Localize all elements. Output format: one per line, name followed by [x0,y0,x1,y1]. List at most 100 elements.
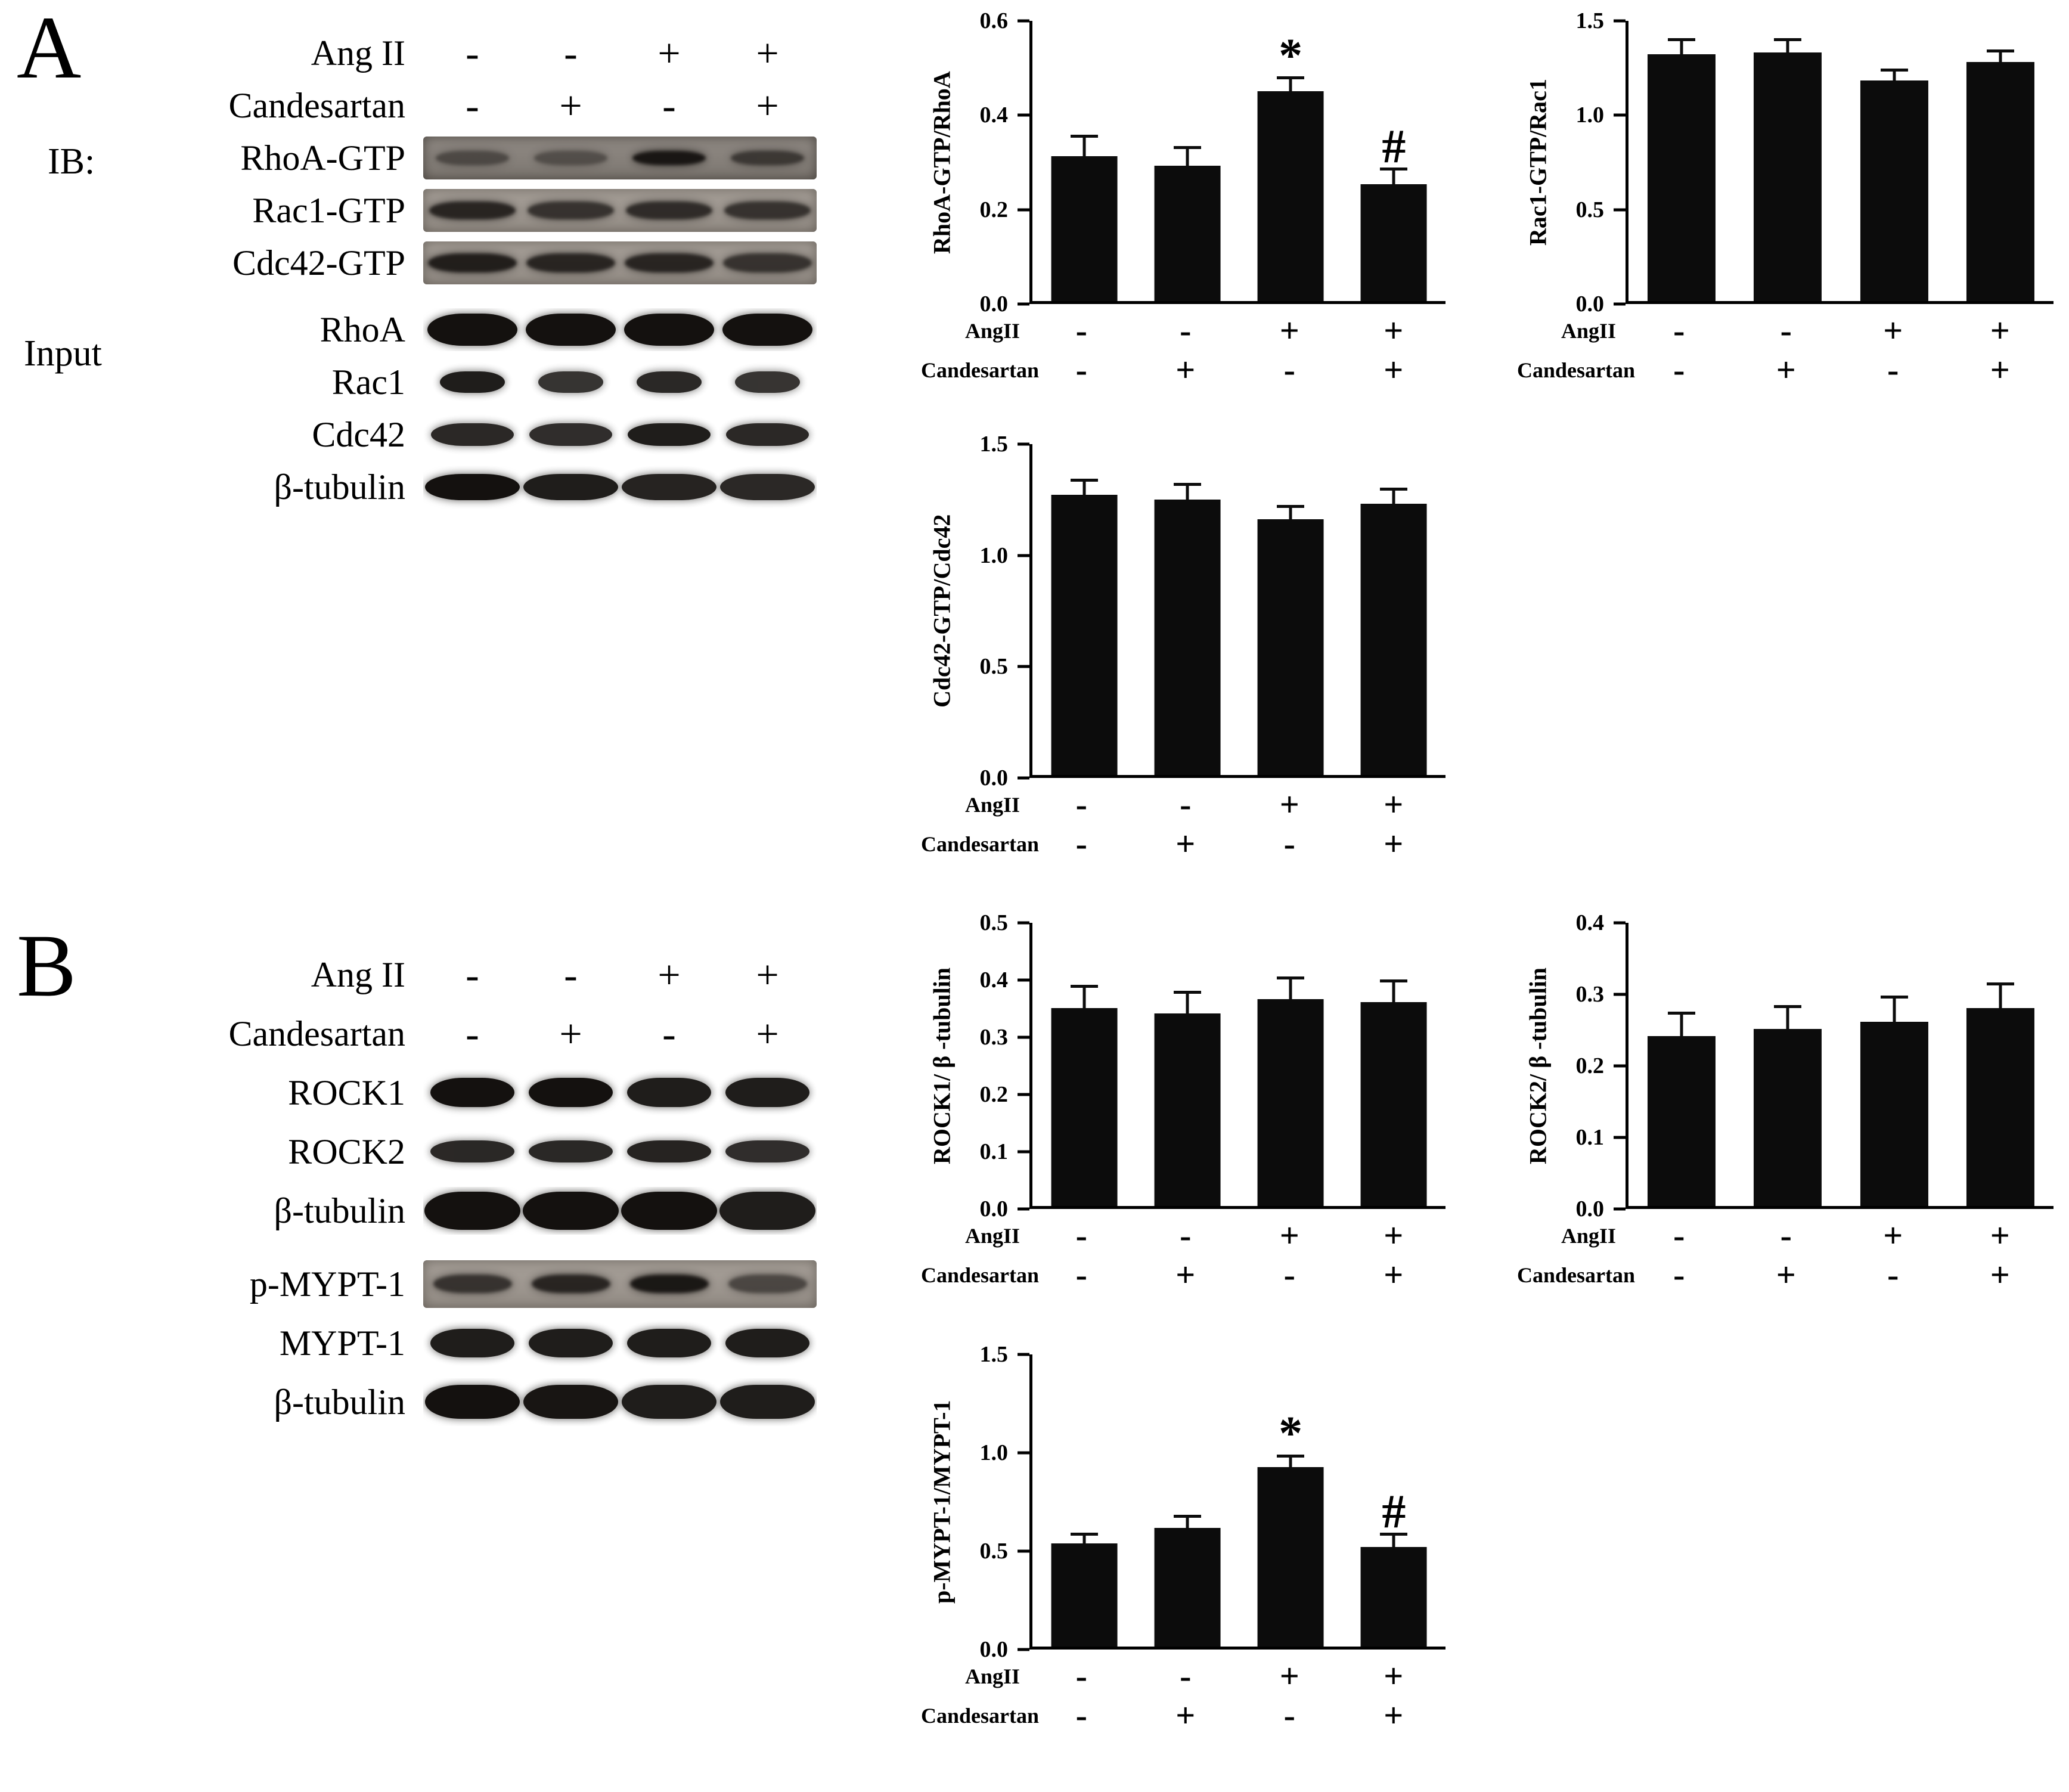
protein-band [430,1077,515,1108]
error-bar-whisker [1999,985,2002,1008]
y-tick-mark [1018,1353,1029,1356]
error-bar-whisker [1289,1458,1292,1468]
error-bar-cap [1380,1532,1408,1536]
protein-band [719,1191,816,1230]
protein-band [720,1384,815,1419]
error-bar-whisker [1786,41,1789,53]
bar-group [1136,923,1239,1206]
sign: - [1283,1255,1295,1294]
sign: - [1180,1657,1192,1695]
blot-lane [718,1260,817,1308]
sign: + [1883,1216,1903,1255]
error-bar-whisker [1082,1535,1086,1543]
bar-group [1735,21,1841,301]
sign: - [466,951,479,997]
y-tick-mark [1018,19,1029,23]
bar [1966,1007,2034,1206]
error-bar-cap [1173,1515,1201,1518]
sign: - [466,83,479,128]
sign: - [1180,311,1192,350]
y-tick-label: 1.5 [979,432,1009,457]
y-tick-mark [1018,1150,1029,1154]
protein-band [435,151,510,165]
blot-strip [423,1187,817,1235]
panel-b-label: B [17,916,77,1015]
bar-group [1342,444,1445,775]
protein-band [525,314,616,346]
blot-band-row: Rac1 [72,356,829,408]
y-tick-mark [1018,113,1029,117]
x-axis-row: Candesartan - + - + [921,1258,1445,1292]
x-row-label: AngII [964,1224,1020,1248]
error-bar-whisker [1392,1535,1395,1548]
blot-band-row: MYPT-1 [72,1313,829,1372]
blot-lane [718,1319,817,1367]
sign: + [756,30,779,76]
protein-band [628,423,711,446]
blot-lane [718,308,817,351]
y-axis-label: p-MYPT-1/MYPT-1 [928,1400,956,1604]
error-bar-cap [1380,487,1408,491]
blot-lane [620,466,718,509]
chart-rhoa-gtp-rhoa: RhoA-GTP/RhoA 0.0 0.2 0.4 0.6 * # AngII - - + + Cand… [921,10,1445,387]
blot-lane [423,241,522,284]
y-tick-label: 1.5 [1575,8,1605,33]
protein-band [430,1140,515,1162]
error-bar-whisker [1289,508,1292,519]
blot-strip [423,361,817,404]
sign: - [662,83,676,128]
blot-band-row: ROCK2 [72,1122,829,1181]
bar [1257,519,1324,775]
lane-signs: - + - + [423,1004,817,1063]
bar-group [1136,444,1239,775]
error-bar-whisker [1186,486,1189,500]
sign: - [1887,351,1899,389]
error-bar-whisker [1082,481,1086,495]
error-bar-cap [1173,483,1201,486]
bar-group [1342,923,1445,1206]
error-bar-whisker [1392,490,1395,504]
protein-band [637,371,702,393]
blot-lane [718,361,817,404]
blot-lane [718,137,817,179]
blot-lane [522,1319,620,1367]
blot-band-row: RhoA-GTP [72,132,829,184]
bar [1360,184,1427,301]
blot-lane [423,137,522,179]
error-bar-whisker [1289,79,1292,91]
error-bar-cap [1986,982,2014,985]
bar [1360,1547,1427,1647]
chart-rac1-gtp-rac1: Rac1-GTP/Rac1 0.0 0.5 1.0 1.5 AngII - - + + Candes… [1517,10,2054,389]
protein-band [624,314,715,346]
bar [1154,499,1221,775]
x-axis-row: Candesartan - + - + [921,353,1445,387]
protein-band [725,1140,810,1162]
blot-lane [522,1069,620,1117]
sign: - [1780,1216,1792,1255]
y-tick-label: 0.5 [979,1539,1009,1564]
sign: - [1180,785,1192,824]
x-row-label: AngII [1561,319,1616,343]
blot-lane [522,137,620,179]
y-tick-label: 0.3 [979,1025,1009,1050]
protein-band [523,474,618,500]
error-bar-whisker [1893,999,1896,1022]
lane-signs: - - + + [423,27,817,79]
panel-a-western-blot: Ang II - - + + Candesartan - + - + RhoA-GTP Rac1-GT… [72,27,829,513]
bar [1051,1007,1118,1206]
x-row-label: AngII [964,793,1020,817]
blot-lane [620,308,718,351]
bar [1154,165,1221,301]
bar [1051,495,1118,775]
error-bar-whisker [1999,52,2002,62]
y-axis-label: Rac1-GTP/Rac1 [1524,79,1552,246]
bar-group: # [1342,1354,1445,1647]
error-bar-cap [1380,167,1408,170]
x-row-label: Candesartan [921,1263,1040,1287]
blot-lane [522,361,620,404]
sign: - [1673,1255,1685,1294]
blot-row-label: Rac1 [331,362,405,402]
protein-band [625,253,714,272]
bar-group [1841,923,1947,1206]
sign: - [1075,1657,1087,1695]
